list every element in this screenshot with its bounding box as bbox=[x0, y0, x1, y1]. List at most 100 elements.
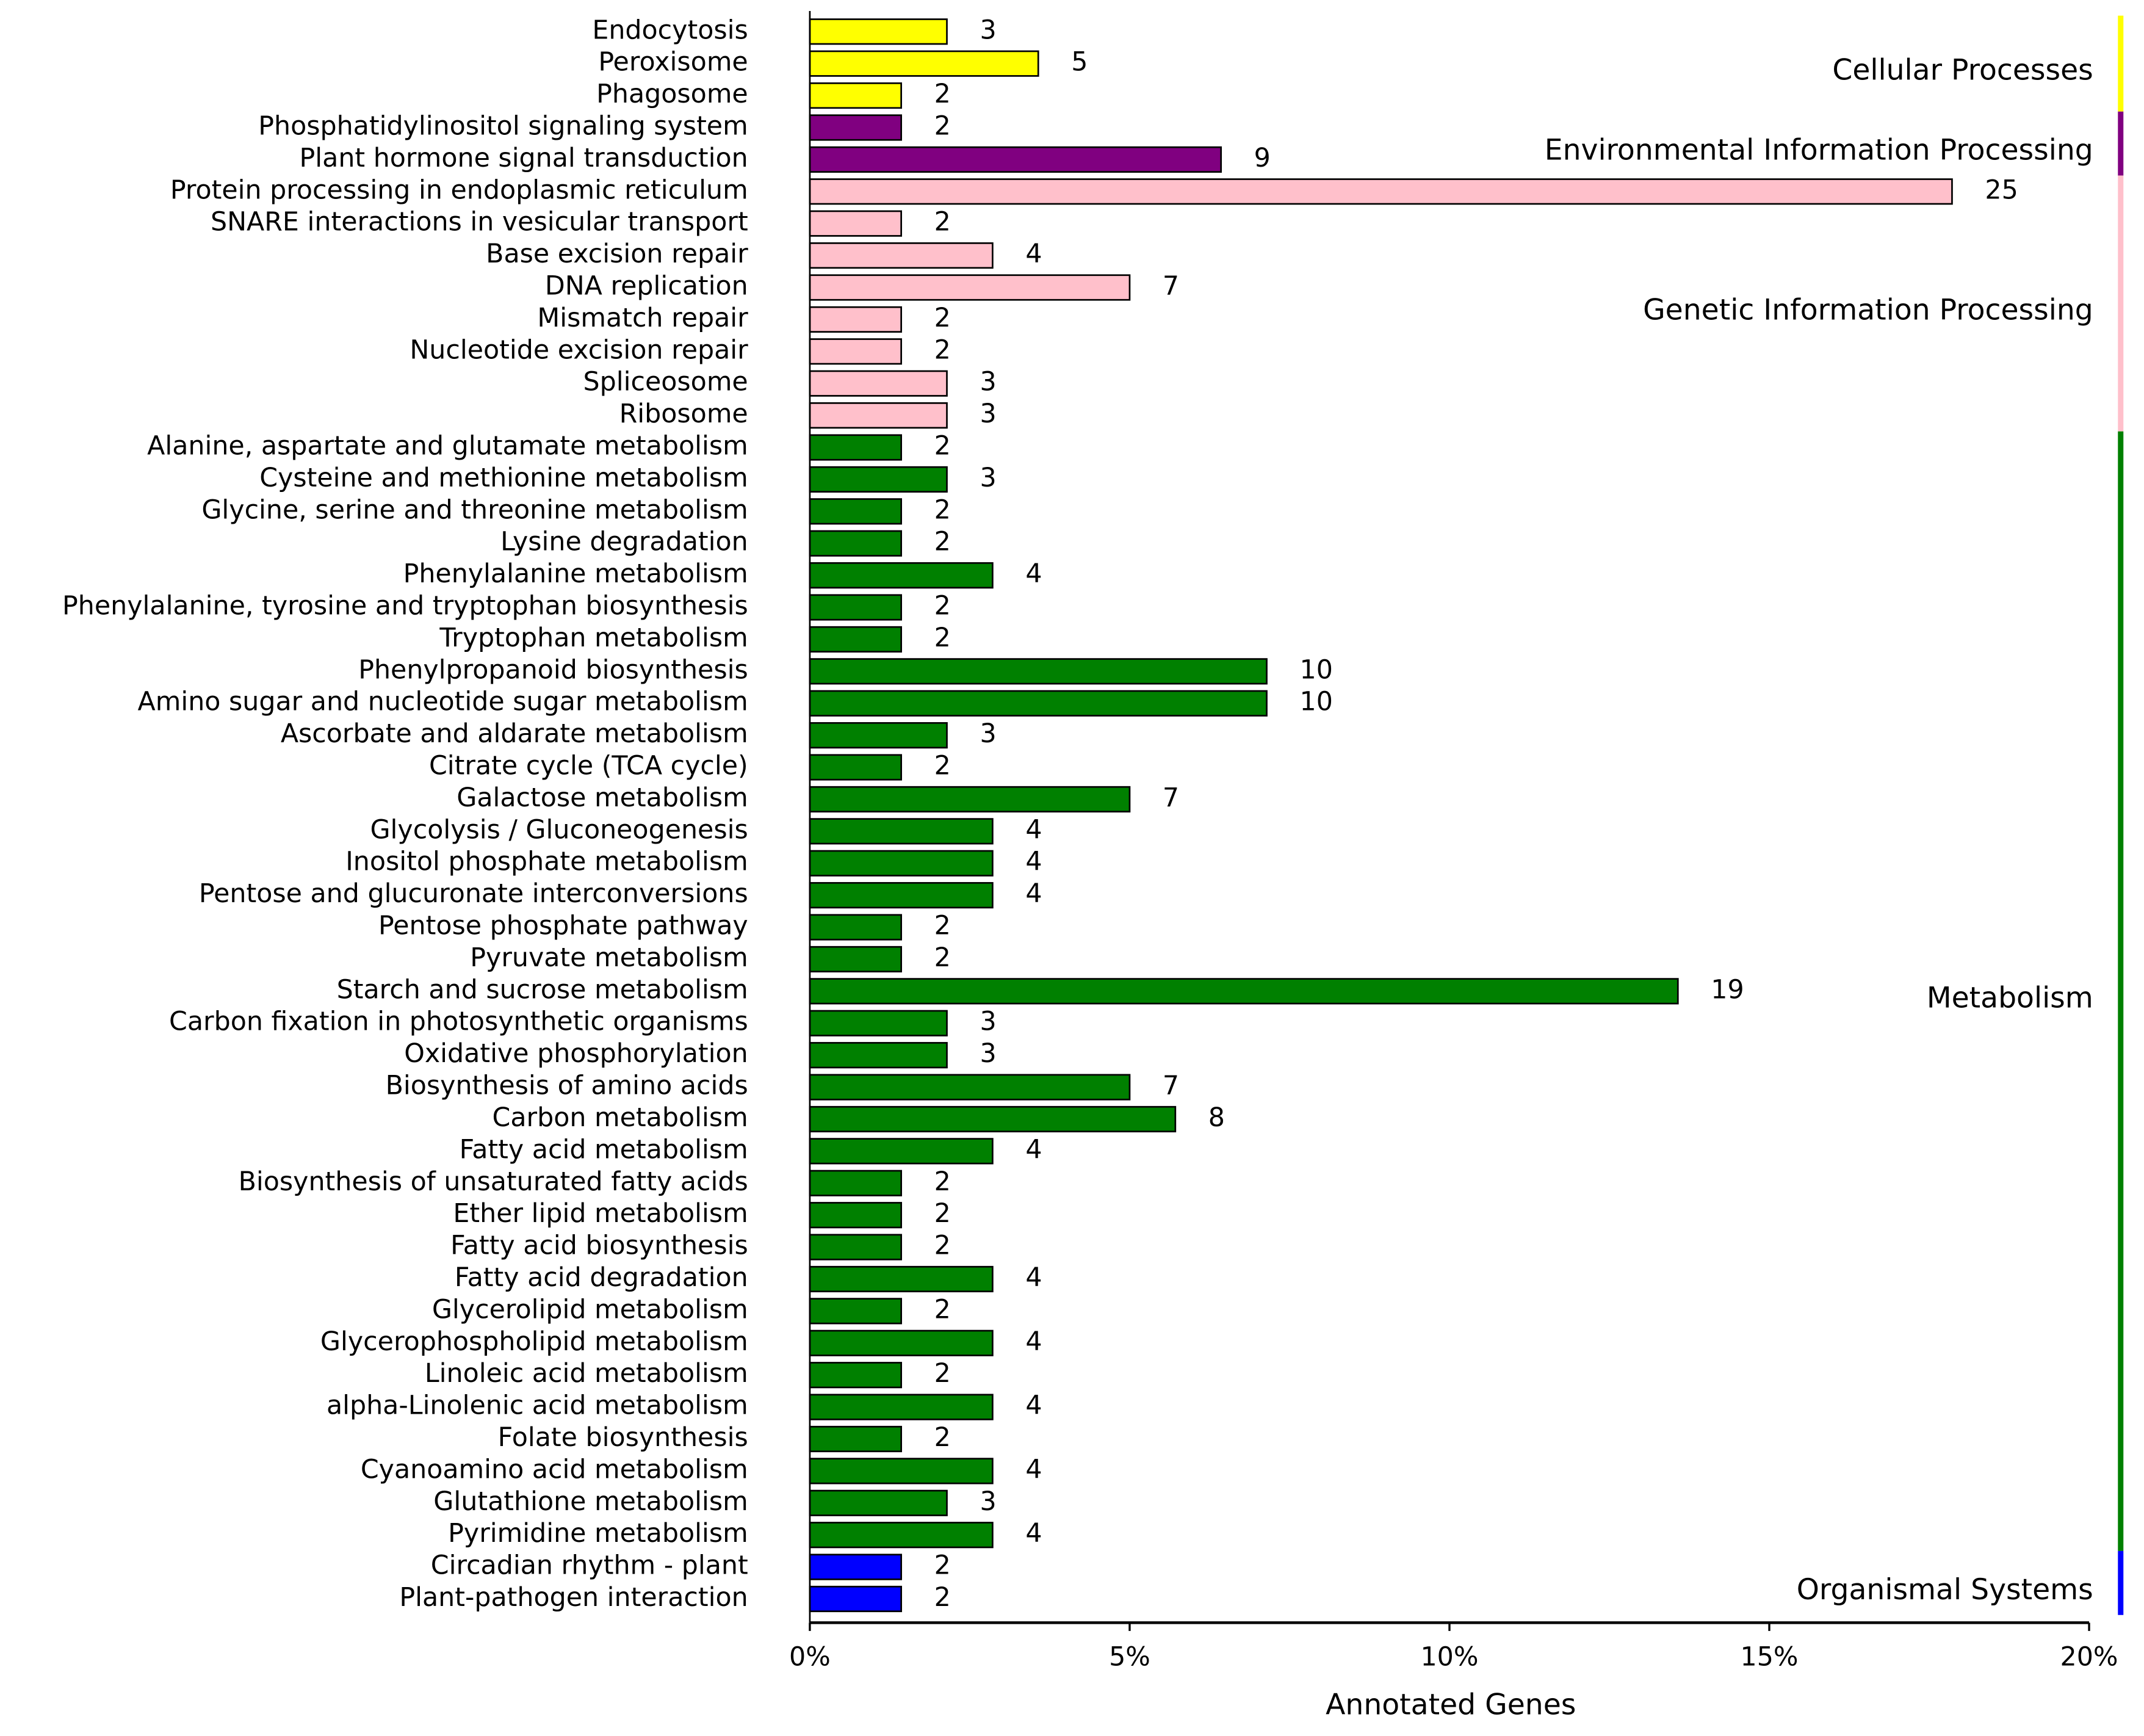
value-label: 2 bbox=[934, 79, 951, 109]
value-label: 2 bbox=[934, 1582, 951, 1613]
category-label: Fatty acid biosynthesis bbox=[450, 1231, 748, 1261]
category-label: Phenylalanine metabolism bbox=[403, 559, 748, 589]
bar bbox=[809, 1105, 1177, 1133]
value-label: 3 bbox=[980, 1486, 996, 1517]
category-label: Ether lipid metabolism bbox=[453, 1198, 748, 1229]
bar bbox=[809, 914, 903, 941]
category-label: Amino sugar and nucleotide sugar metabol… bbox=[138, 687, 748, 717]
category-label: Phenylalanine, tyrosine and tryptophan b… bbox=[62, 591, 748, 621]
bar bbox=[809, 18, 948, 45]
category-label: Lysine degradation bbox=[500, 527, 748, 557]
category-label: Biosynthesis of amino acids bbox=[386, 1071, 748, 1101]
value-label: 3 bbox=[980, 399, 996, 429]
bar bbox=[809, 1489, 948, 1516]
value-label: 5 bbox=[1071, 47, 1088, 78]
category-label: Citrate cycle (TCA cycle) bbox=[429, 751, 748, 781]
value-label: 2 bbox=[934, 911, 951, 941]
category-label: Pentose and glucuronate interconversions bbox=[199, 878, 748, 909]
bar bbox=[809, 338, 903, 365]
bar bbox=[809, 594, 903, 621]
value-label: 2 bbox=[934, 1358, 951, 1389]
bar bbox=[809, 690, 1268, 717]
value-label: 2 bbox=[934, 1294, 951, 1325]
value-label: 2 bbox=[934, 1166, 951, 1197]
value-label: 4 bbox=[1025, 1134, 1042, 1165]
category-label: SNARE interactions in vesicular transpor… bbox=[211, 207, 748, 237]
value-label: 3 bbox=[980, 463, 996, 493]
value-label: 2 bbox=[934, 110, 951, 141]
bar bbox=[809, 498, 903, 525]
value-label: 10 bbox=[1300, 654, 1333, 685]
bar bbox=[809, 82, 903, 109]
bar bbox=[809, 530, 903, 557]
bar bbox=[809, 626, 903, 653]
category-label: Phosphatidylinositol signaling system bbox=[258, 110, 748, 141]
value-label: 10 bbox=[1300, 687, 1333, 717]
value-label: 9 bbox=[1254, 143, 1271, 173]
value-label: 3 bbox=[980, 718, 996, 749]
bar bbox=[809, 1394, 994, 1420]
category-label: Mismatch repair bbox=[537, 303, 748, 333]
bar bbox=[809, 1553, 903, 1580]
category-label: Tryptophan metabolism bbox=[439, 623, 748, 653]
value-label: 4 bbox=[1025, 559, 1042, 589]
bar bbox=[809, 1202, 903, 1229]
x-tick-label: 15% bbox=[1741, 1641, 1799, 1672]
bar bbox=[809, 1074, 1131, 1101]
group-label: Organismal Systems bbox=[1797, 1573, 2093, 1607]
category-label: Cysteine and methionine metabolism bbox=[259, 463, 748, 493]
value-label: 2 bbox=[934, 527, 951, 557]
bar bbox=[809, 178, 1953, 205]
bar bbox=[809, 882, 994, 909]
value-label: 2 bbox=[934, 431, 951, 461]
value-label: 7 bbox=[1163, 1071, 1179, 1101]
category-label: Carbon fixation in photosynthetic organi… bbox=[169, 1007, 748, 1037]
category-label: Glycerophospholipid metabolism bbox=[320, 1326, 748, 1357]
bar bbox=[809, 1522, 994, 1549]
value-label: 3 bbox=[980, 1038, 996, 1069]
category-label: Phenylpropanoid biosynthesis bbox=[358, 654, 748, 685]
value-label: 2 bbox=[934, 1231, 951, 1261]
category-label: Glycolysis / Gluconeogenesis bbox=[370, 814, 748, 845]
value-label: 25 bbox=[1985, 175, 2018, 205]
category-label: DNA replication bbox=[545, 270, 748, 301]
value-label: 4 bbox=[1025, 1326, 1042, 1357]
bar bbox=[809, 754, 903, 781]
bar bbox=[809, 146, 1222, 173]
value-label: 2 bbox=[934, 494, 951, 525]
value-label: 19 bbox=[1711, 974, 1744, 1005]
value-label: 3 bbox=[980, 15, 996, 45]
bar bbox=[809, 658, 1268, 685]
category-label: Linoleic acid metabolism bbox=[425, 1358, 748, 1389]
value-label: 4 bbox=[1025, 1391, 1042, 1421]
category-label: Glycine, serine and threonine metabolism bbox=[201, 494, 748, 525]
group-label: Metabolism bbox=[1927, 981, 2093, 1014]
bar bbox=[809, 402, 948, 429]
value-label: 8 bbox=[1208, 1102, 1225, 1133]
category-label: Fatty acid degradation bbox=[455, 1262, 748, 1293]
value-label: 2 bbox=[934, 1550, 951, 1581]
bar bbox=[809, 1425, 903, 1453]
bar bbox=[809, 1458, 994, 1485]
value-label: 3 bbox=[980, 367, 996, 397]
bar bbox=[809, 1362, 903, 1389]
category-label: Base excision repair bbox=[486, 239, 748, 269]
x-tick-label: 20% bbox=[2060, 1641, 2118, 1672]
bar bbox=[809, 1138, 994, 1165]
bar bbox=[809, 1234, 903, 1260]
bar bbox=[809, 114, 903, 141]
category-label: Oxidative phosphorylation bbox=[404, 1038, 748, 1069]
category-label: Circadian rhythm - plant bbox=[431, 1550, 748, 1581]
category-label: Alanine, aspartate and glutamate metabol… bbox=[147, 431, 748, 461]
value-label: 4 bbox=[1025, 814, 1042, 845]
group-label: Cellular Processes bbox=[1832, 54, 2093, 87]
category-label: Glutathione metabolism bbox=[433, 1486, 748, 1517]
value-label: 4 bbox=[1025, 1518, 1042, 1549]
category-label: Starch and sucrose metabolism bbox=[337, 974, 748, 1005]
category-label: Pentose phosphate pathway bbox=[378, 911, 748, 941]
value-label: 2 bbox=[934, 591, 951, 621]
category-label: Pyruvate metabolism bbox=[470, 942, 748, 973]
category-label: Nucleotide excision repair bbox=[410, 335, 748, 365]
